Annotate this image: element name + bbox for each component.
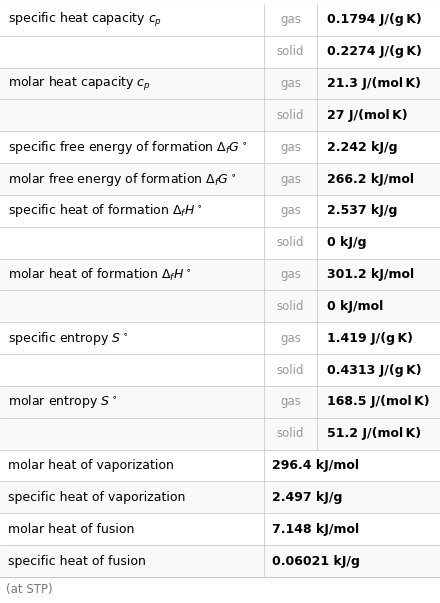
Text: gas: gas [280,396,301,408]
Bar [0,131,440,163]
Text: solid: solid [277,300,304,313]
Text: molar entropy $S^\circ$: molar entropy $S^\circ$ [8,393,117,411]
Text: molar heat capacity $c_p$: molar heat capacity $c_p$ [8,75,151,93]
Bar [0,354,440,386]
Text: solid: solid [277,45,304,58]
Text: 0.2274 J/(g K): 0.2274 J/(g K) [327,45,422,58]
Text: solid: solid [277,364,304,377]
Bar [0,36,440,68]
Bar [0,259,440,291]
Text: specific entropy $S^\circ$: specific entropy $S^\circ$ [8,330,128,347]
Text: molar heat of formation $\Delta_f H^\circ$: molar heat of formation $\Delta_f H^\cir… [8,267,191,283]
Text: gas: gas [280,268,301,281]
Text: specific heat capacity $c_p$: specific heat capacity $c_p$ [8,11,162,29]
Bar [0,4,440,36]
Text: gas: gas [280,172,301,186]
Bar [0,513,440,545]
Bar [0,482,440,513]
Text: 168.5 J/(mol K): 168.5 J/(mol K) [327,396,429,408]
Bar [0,545,440,577]
Bar [0,195,440,227]
Text: molar free energy of formation $\Delta_f G^\circ$: molar free energy of formation $\Delta_f… [8,171,236,188]
Text: 1.419 J/(g K): 1.419 J/(g K) [327,332,413,345]
Bar [0,450,440,482]
Text: gas: gas [280,332,301,345]
Text: solid: solid [277,236,304,249]
Bar [0,418,440,450]
Bar [0,323,440,354]
Bar [0,163,440,195]
Text: gas: gas [280,77,301,90]
Text: 0.1794 J/(g K): 0.1794 J/(g K) [327,13,422,27]
Text: 51.2 J/(mol K): 51.2 J/(mol K) [327,428,421,440]
Text: molar heat of vaporization: molar heat of vaporization [8,459,174,472]
Text: 27 J/(mol K): 27 J/(mol K) [327,109,407,122]
Text: 296.4 kJ/mol: 296.4 kJ/mol [272,459,359,472]
Bar [0,386,440,418]
Bar [0,291,440,323]
Text: 2.497 kJ/g: 2.497 kJ/g [272,491,342,504]
Text: 2.537 kJ/g: 2.537 kJ/g [327,204,397,218]
Text: molar heat of fusion: molar heat of fusion [8,523,134,535]
Text: 266.2 kJ/mol: 266.2 kJ/mol [327,172,414,186]
Text: specific heat of fusion: specific heat of fusion [8,555,146,567]
Bar [0,227,440,259]
Text: (at STP): (at STP) [6,584,53,596]
Text: 21.3 J/(mol K): 21.3 J/(mol K) [327,77,421,90]
Bar [0,68,440,99]
Text: 0.06021 kJ/g: 0.06021 kJ/g [272,555,360,567]
Bar [0,99,440,131]
Text: specific heat of vaporization: specific heat of vaporization [8,491,185,504]
Text: gas: gas [280,204,301,218]
Text: specific heat of formation $\Delta_f H^\circ$: specific heat of formation $\Delta_f H^\… [8,203,202,219]
Text: gas: gas [280,140,301,154]
Text: 7.148 kJ/mol: 7.148 kJ/mol [272,523,359,535]
Text: 0 kJ/mol: 0 kJ/mol [327,300,383,313]
Text: solid: solid [277,109,304,122]
Text: 2.242 kJ/g: 2.242 kJ/g [327,140,397,154]
Text: 301.2 kJ/mol: 301.2 kJ/mol [327,268,414,281]
Text: gas: gas [280,13,301,27]
Text: 0.4313 J/(g K): 0.4313 J/(g K) [327,364,422,377]
Text: solid: solid [277,428,304,440]
Text: specific free energy of formation $\Delta_f G^\circ$: specific free energy of formation $\Delt… [8,139,247,156]
Text: 0 kJ/g: 0 kJ/g [327,236,366,249]
